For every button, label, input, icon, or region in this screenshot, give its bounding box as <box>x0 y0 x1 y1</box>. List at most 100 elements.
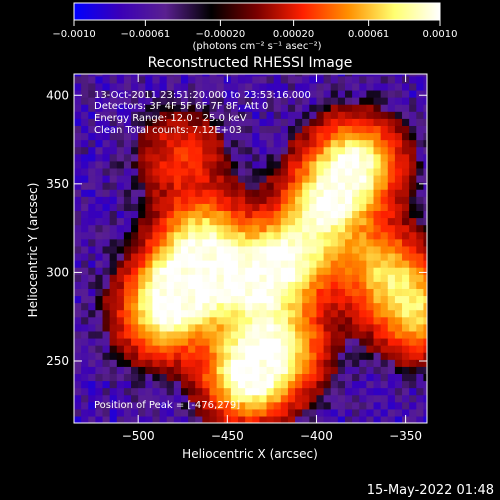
heatmap-cell <box>409 174 417 183</box>
heatmap-cell <box>352 111 360 119</box>
heatmap-cell <box>230 274 239 282</box>
heatmap-cell <box>394 302 403 311</box>
heatmap-cell <box>373 366 382 374</box>
heatmap-cell <box>316 146 325 155</box>
heatmap-cell <box>152 160 161 169</box>
heatmap-cell <box>116 139 125 148</box>
heatmap-cell <box>359 224 367 233</box>
heatmap-cell <box>123 274 132 282</box>
heatmap-cell <box>81 337 89 346</box>
heatmap-cell <box>166 231 175 240</box>
heatmap-cell <box>152 238 161 247</box>
heatmap-cell <box>81 125 89 134</box>
heatmap-cell <box>295 231 303 240</box>
heatmap-cell <box>109 281 118 289</box>
heatmap-cell <box>402 167 410 176</box>
heatmap-cell <box>273 139 282 148</box>
heatmap-cell <box>287 295 296 304</box>
heatmap-cell <box>295 196 303 204</box>
heatmap-cell <box>316 182 325 190</box>
heatmap-cell <box>88 210 96 219</box>
heatmap-cell <box>416 189 425 197</box>
heatmap-cell <box>138 245 146 254</box>
heatmap-cell <box>273 352 282 360</box>
heatmap-cell <box>245 302 253 311</box>
heatmap-cell <box>180 267 189 275</box>
heatmap-cell <box>116 359 125 367</box>
heatmap-cell <box>209 160 218 169</box>
heatmap-cell <box>216 75 225 84</box>
heatmap-cell <box>280 160 289 169</box>
heatmap-cell <box>238 316 246 325</box>
heatmap-cell <box>145 394 154 403</box>
heatmap-cell <box>423 252 427 261</box>
heatmap-cell <box>344 295 353 304</box>
heatmap-cell <box>259 281 268 289</box>
heatmap-cell <box>245 210 253 219</box>
heatmap-cell <box>316 203 325 212</box>
heatmap-cell <box>259 252 268 261</box>
heatmap-cell <box>352 238 360 247</box>
heatmap-cell <box>366 281 375 289</box>
heatmap-cell <box>173 330 182 339</box>
heatmap-cell <box>259 160 268 169</box>
heatmap-cell <box>409 352 417 360</box>
heatmap-cell <box>316 139 325 148</box>
heatmap-cell <box>402 323 410 332</box>
heatmap-cell <box>95 295 104 304</box>
heatmap-cell <box>202 217 211 226</box>
heatmap-cell <box>238 132 246 141</box>
heatmap-cell <box>195 89 203 98</box>
heatmap-cell <box>394 238 403 247</box>
heatmap-cell <box>95 316 104 325</box>
heatmap-cell <box>131 189 139 197</box>
heatmap-cell <box>88 394 96 403</box>
heatmap-cell <box>145 267 154 275</box>
heatmap-cell <box>266 401 275 410</box>
heatmap-cell <box>188 302 196 311</box>
heatmap-cell <box>109 245 118 254</box>
heatmap-cell <box>180 97 189 105</box>
heatmap-cell <box>188 394 196 403</box>
heatmap-cell <box>423 125 427 134</box>
heatmap-cell <box>280 380 289 389</box>
heatmap-cell <box>245 252 253 261</box>
heatmap-cell <box>416 281 425 289</box>
heatmap-cell <box>380 352 389 360</box>
heatmap-cell <box>366 174 375 183</box>
heatmap-cell <box>266 111 275 119</box>
heatmap-cell <box>423 288 427 297</box>
heatmap-cell <box>74 217 82 226</box>
heatmap-cell <box>344 111 353 119</box>
heatmap-cell <box>344 345 353 353</box>
heatmap-cell <box>223 359 232 367</box>
heatmap-cell <box>188 111 196 119</box>
heatmap-cell <box>131 238 139 247</box>
heatmap-cell <box>252 295 261 304</box>
heatmap-cell <box>230 74 239 77</box>
heatmap-cell <box>102 196 111 204</box>
heatmap-cell <box>259 380 268 389</box>
heatmap-cell <box>180 224 189 233</box>
heatmap-cell <box>259 182 268 190</box>
heatmap-cell <box>309 174 318 183</box>
heatmap-cell <box>316 274 325 282</box>
heatmap-cell <box>259 75 268 84</box>
heatmap-cell <box>223 210 232 219</box>
heatmap-cell <box>202 153 211 162</box>
heatmap-cell <box>380 415 389 423</box>
heatmap-cell <box>394 323 403 332</box>
heatmap-cell <box>88 174 96 183</box>
heatmap-cell <box>387 104 396 112</box>
heatmap-cell <box>109 309 118 318</box>
heatmap-cell <box>216 89 225 98</box>
heatmap-cell <box>280 132 289 141</box>
heatmap-cell <box>295 345 303 353</box>
heatmap-cell <box>209 132 218 141</box>
heatmap-cell <box>223 132 232 141</box>
y-tick-label: 350 <box>46 177 69 191</box>
heatmap-cell <box>423 74 427 77</box>
heatmap-cell <box>230 302 239 311</box>
heatmap-cell <box>373 125 382 134</box>
heatmap-cell <box>88 75 96 84</box>
